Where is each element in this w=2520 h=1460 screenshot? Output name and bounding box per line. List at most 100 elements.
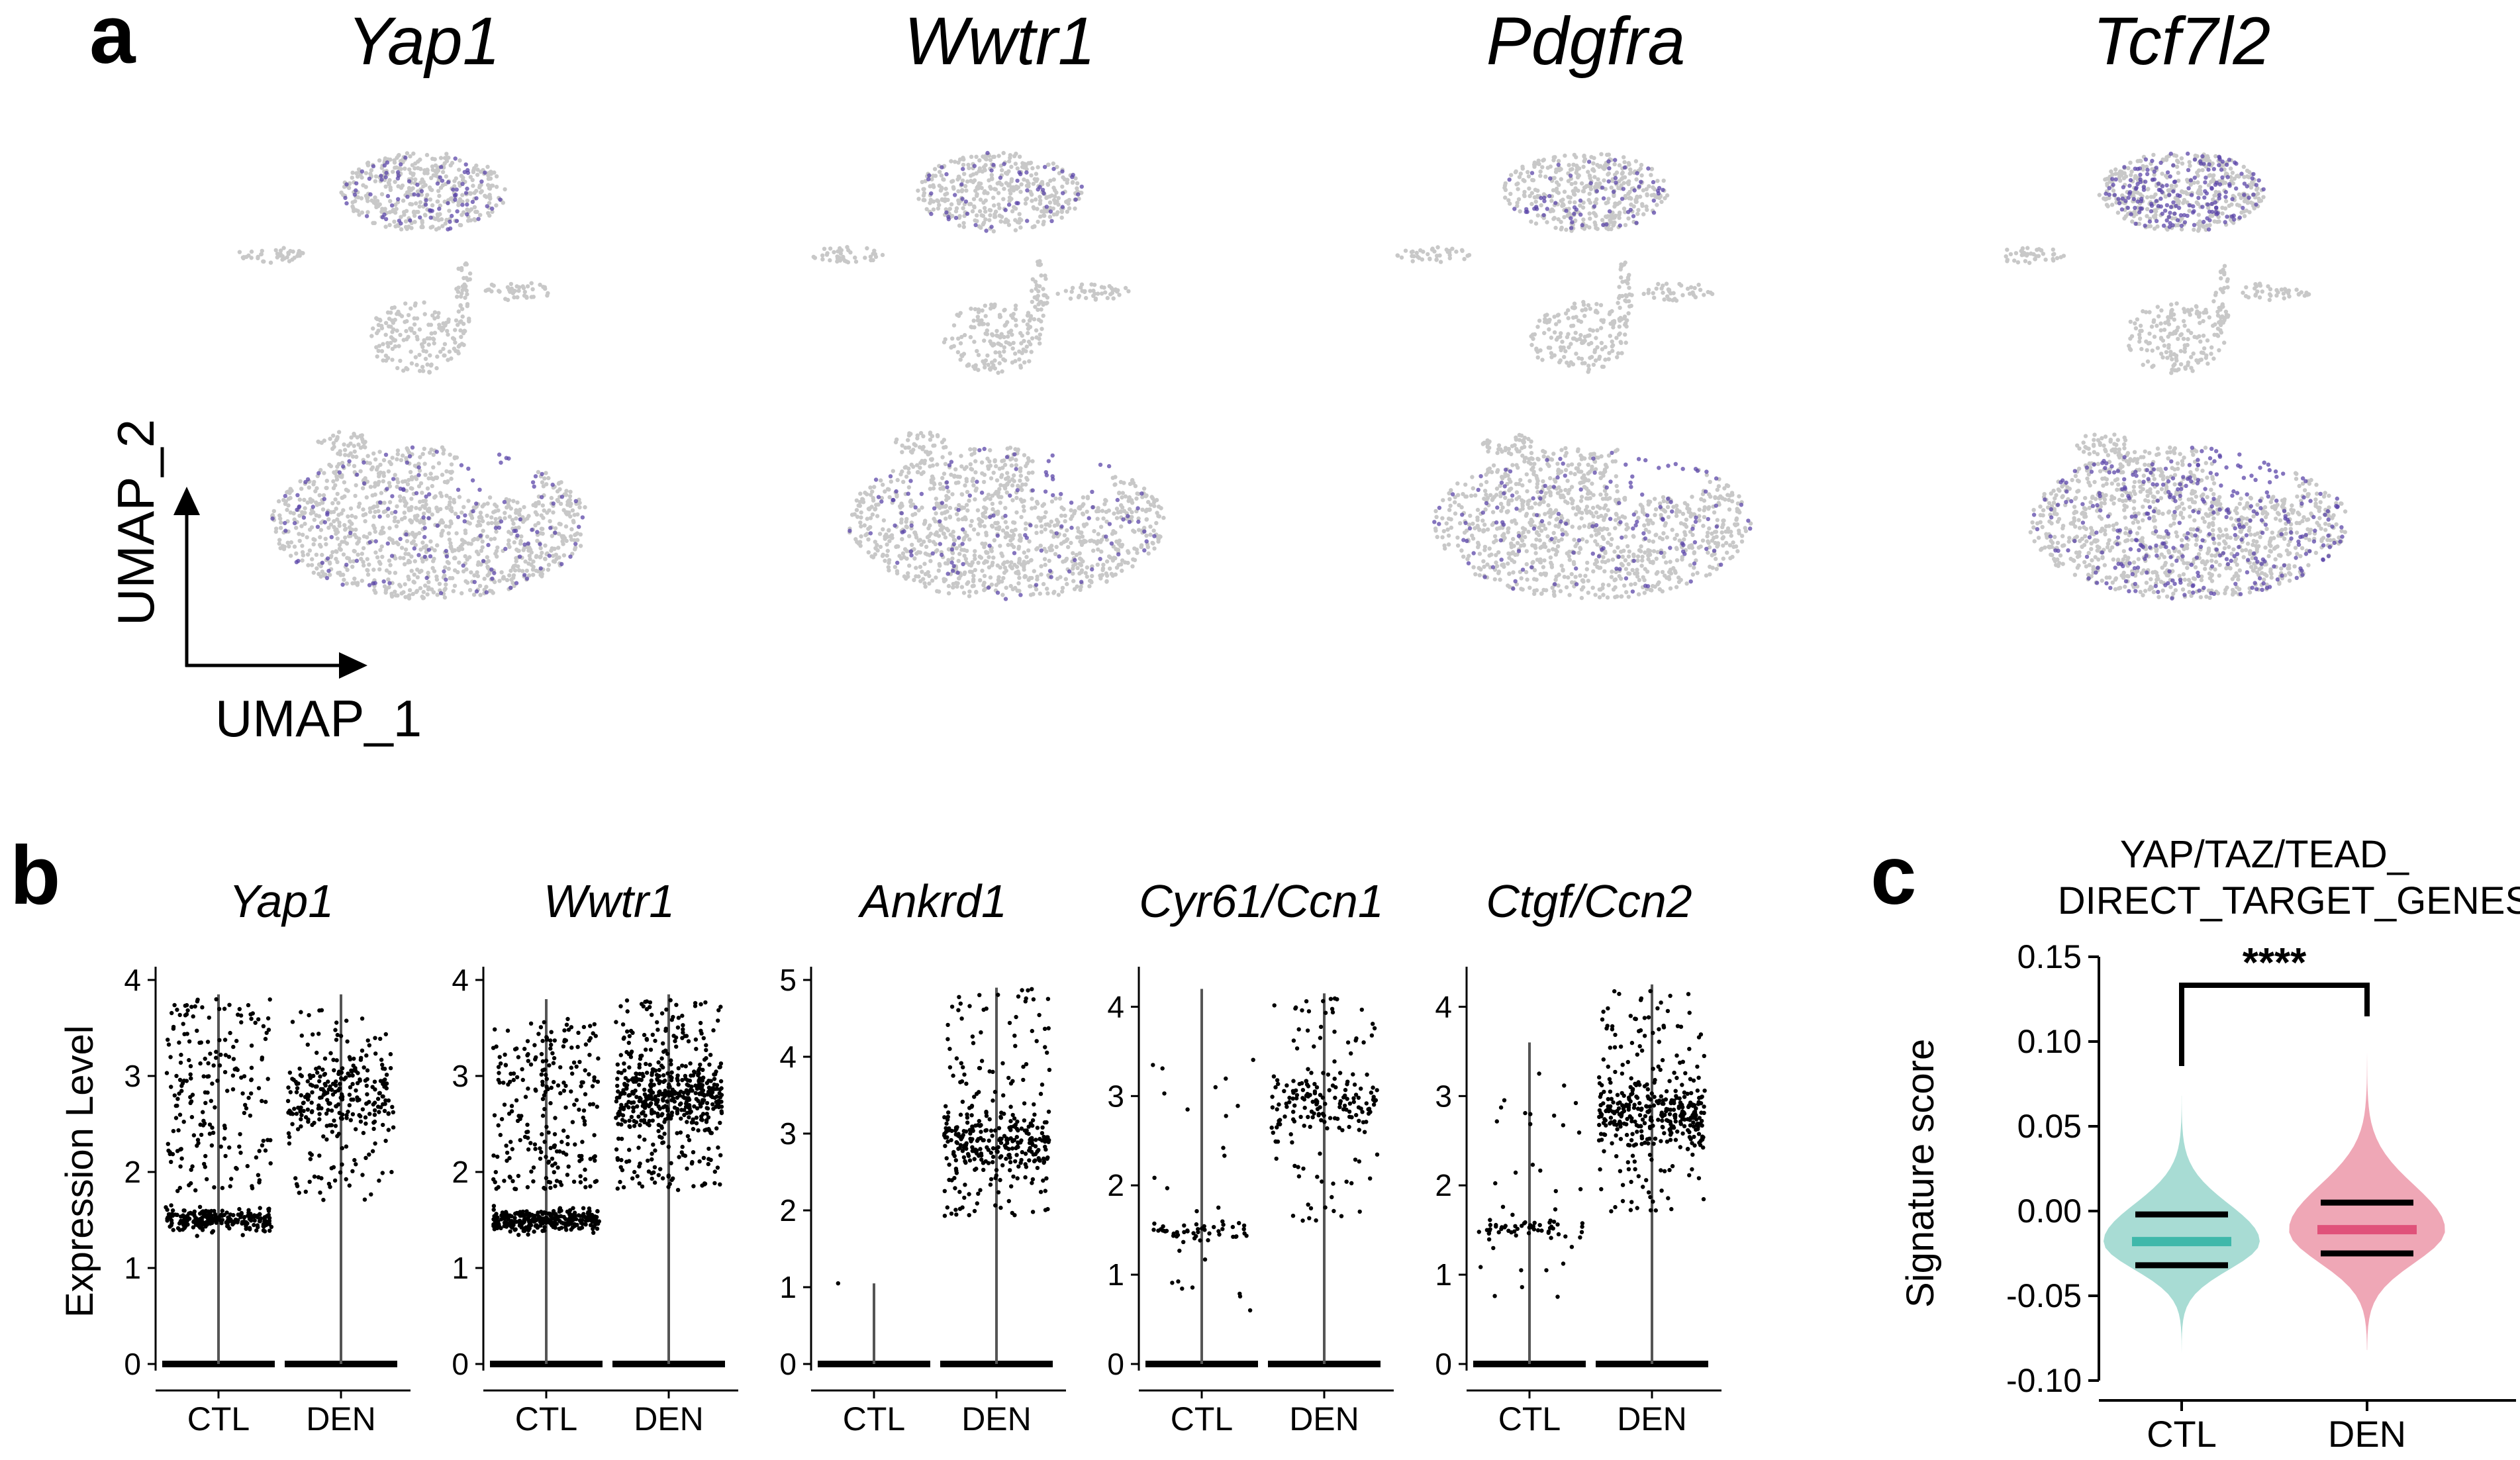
umap-cell-point <box>336 430 342 434</box>
umap-cell-point <box>906 438 910 442</box>
umap-cell-point <box>420 491 424 495</box>
umap-cell-point <box>937 183 942 188</box>
umap-cell-point <box>1586 364 1591 368</box>
umap-cell-point <box>1020 351 1024 356</box>
umap-cell-point <box>1038 518 1043 523</box>
umap-cell-point <box>978 524 983 528</box>
umap-cell-point <box>1017 357 1022 362</box>
umap-cell-point <box>1567 593 1572 597</box>
umap-cell-point <box>1039 564 1043 569</box>
umap-cell-point <box>1004 490 1010 495</box>
umap-cell-point <box>480 539 485 544</box>
umap-cell-point <box>542 508 546 513</box>
umap-cell-point <box>1144 517 1149 522</box>
umap-expressing-cell <box>893 523 897 528</box>
umap-expressing-cell <box>484 590 489 595</box>
umap-cell-point <box>1428 256 1432 261</box>
umap-cell-point <box>1008 328 1014 333</box>
umap-cell-point <box>1617 574 1622 579</box>
umap-cell-point <box>956 576 961 581</box>
umap-cell-point <box>436 315 440 319</box>
umap-cell-point <box>418 481 424 486</box>
umap-expressing-cell <box>548 526 553 530</box>
umap-cell-point <box>473 209 478 215</box>
umap-cell-point <box>1615 355 1620 360</box>
umap-cell-point <box>429 331 434 336</box>
umap-expressing-cell <box>984 228 989 233</box>
umap-cell-point <box>408 469 413 475</box>
umap-expressing-cell <box>341 464 346 469</box>
umap-cell-point <box>900 450 904 454</box>
umap-cell-point <box>1635 567 1639 572</box>
umap-cell-point <box>1581 340 1586 345</box>
umap-cell-point <box>567 494 573 499</box>
umap-cell-point <box>1011 544 1016 550</box>
umap-cell-point <box>448 197 453 201</box>
umap-cell-point <box>405 151 410 156</box>
umap-cell-point <box>374 316 379 320</box>
umap-cell-point <box>407 167 412 172</box>
umap-cell-point <box>338 570 342 575</box>
umap-cell-point <box>430 483 434 489</box>
umap-cell-point <box>1651 185 1655 190</box>
umap-cell-point <box>901 479 906 484</box>
umap-cell-point <box>531 573 536 577</box>
umap-expressing-cell <box>344 201 349 206</box>
umap-cell-point <box>1026 548 1031 553</box>
umap-cell-point <box>361 507 365 512</box>
umap-cell-point <box>524 568 529 573</box>
umap-cell-point <box>1060 589 1065 594</box>
umap-cell-point <box>926 570 930 575</box>
umap-expressing-cell <box>478 534 483 538</box>
umap-cell-point <box>348 506 354 511</box>
umap-expressing-cell <box>463 162 468 167</box>
umap-cell-point <box>1101 562 1106 567</box>
umap-cell-point <box>420 452 425 456</box>
umap-cell-point <box>944 186 948 191</box>
umap-cell-point <box>371 326 375 331</box>
umap-cell-point <box>418 499 422 504</box>
umap-cell-point <box>873 552 878 557</box>
umap-cell-point <box>911 448 916 452</box>
umap-cell-point <box>391 338 397 343</box>
umap-cell-point <box>1028 342 1033 347</box>
umap-expressing-cell <box>393 510 398 514</box>
umap-cell-point <box>973 497 977 502</box>
umap-expressing-cell <box>383 452 389 457</box>
umap-cell-point <box>1674 503 1679 508</box>
umap-cell-point <box>950 492 955 497</box>
umap-cell-point <box>458 158 462 163</box>
umap-cell-point <box>932 185 936 189</box>
umap-cell-point <box>421 184 426 189</box>
umap-cell-point <box>1083 571 1088 575</box>
umap-expressing-cell <box>311 505 315 509</box>
umap-cell-point <box>1006 533 1010 538</box>
umap-cell-point <box>930 463 936 468</box>
umap-cell-point <box>398 556 403 560</box>
umap-expressing-cell <box>454 187 459 192</box>
umap-cell-point <box>1530 560 1535 565</box>
umap-cell-point <box>1028 324 1033 329</box>
umap-cell-point <box>1551 209 1555 213</box>
umap-cell-point <box>458 303 463 308</box>
umap-cell-point <box>944 497 949 503</box>
umap-expressing-cell <box>1115 497 1120 503</box>
umap-cell-point <box>395 448 401 453</box>
umap-cell-point <box>494 529 499 534</box>
umap-cell-point <box>964 534 969 538</box>
umap-cell-point <box>934 497 939 501</box>
umap-cell-point <box>1030 277 1036 281</box>
umap-cell-point <box>967 363 971 367</box>
umap-cell-point <box>1455 481 1460 486</box>
umap-cell-point <box>561 542 565 546</box>
umap-cell-point <box>448 541 453 546</box>
umap-cell-point <box>946 583 951 589</box>
umap-cell-point <box>440 472 445 477</box>
umap-cell-point <box>980 322 985 326</box>
umap-cell-point <box>507 498 512 503</box>
umap-cell-point <box>916 197 921 201</box>
umap-cell-point <box>485 513 489 518</box>
umap-cell-point <box>938 170 942 174</box>
umap-cell-point <box>407 560 412 565</box>
umap-cell-point <box>478 213 483 217</box>
